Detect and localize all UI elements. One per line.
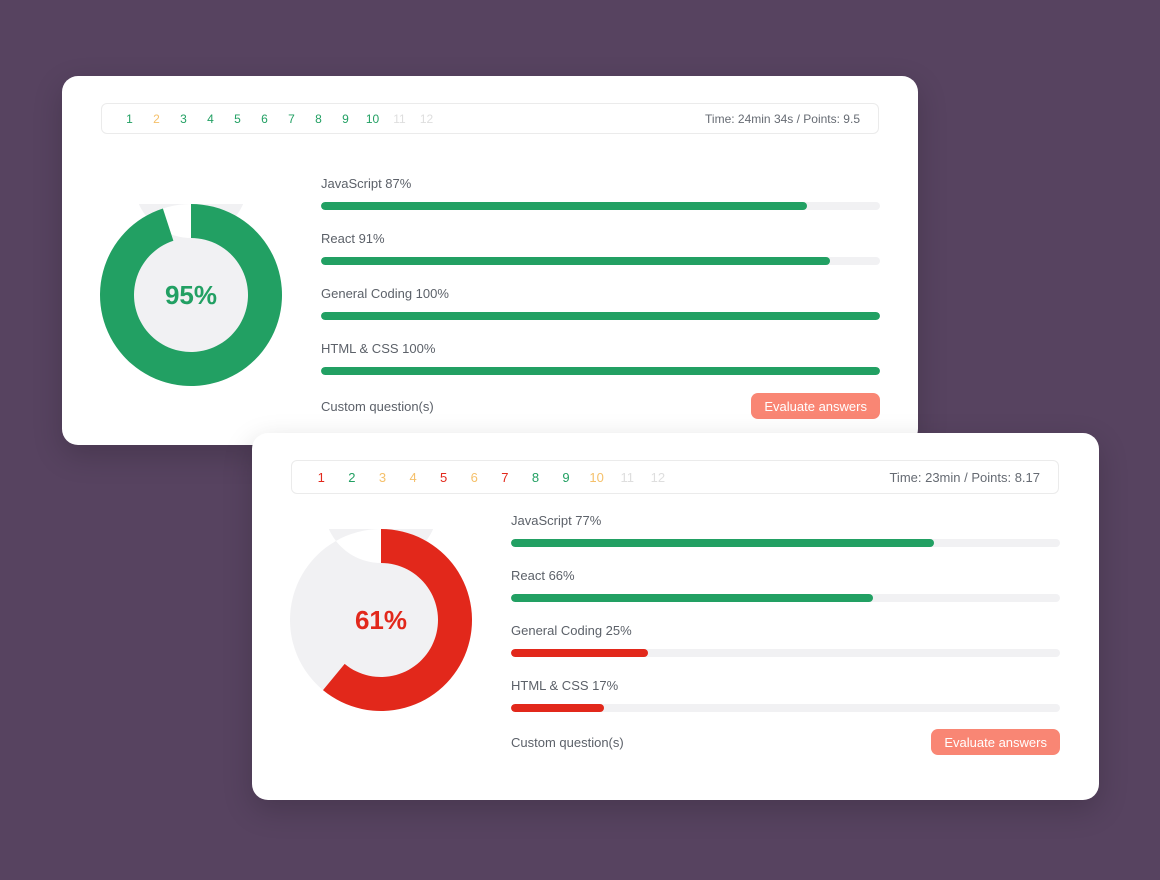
- donut-score-arc: [100, 204, 282, 386]
- question-number-2[interactable]: 2: [153, 111, 160, 126]
- skill-progress-track: [511, 649, 1060, 657]
- skill-row-general-coding: General Coding 25%: [511, 623, 1060, 678]
- question-number-10[interactable]: 10: [365, 111, 380, 126]
- question-number-6[interactable]: 6: [470, 469, 478, 485]
- question-number-5[interactable]: 5: [234, 111, 241, 126]
- skill-progress-fill: [321, 202, 808, 210]
- score-donut-svg: [100, 204, 282, 386]
- question-number-8[interactable]: 8: [531, 469, 540, 485]
- question-number-5[interactable]: 5: [440, 469, 448, 485]
- question-number-3[interactable]: 3: [378, 469, 387, 485]
- question-number-9[interactable]: 9: [342, 111, 349, 126]
- skill-progress-track: [321, 202, 880, 210]
- skill-progress-track: [321, 257, 880, 265]
- score-donut-chart: 61%: [290, 529, 472, 711]
- skill-progress-fill: [511, 539, 934, 547]
- question-number-1[interactable]: 1: [317, 469, 325, 485]
- skill-row-react: React 66%: [511, 568, 1060, 623]
- custom-questions-label: Custom question(s): [511, 734, 624, 750]
- skill-label: React 91%: [321, 231, 385, 246]
- question-number-11[interactable]: 11: [393, 111, 406, 126]
- question-number-12[interactable]: 12: [650, 469, 666, 485]
- score-donut-chart: 95%: [100, 204, 282, 386]
- skill-row-general-coding: General Coding 100%: [321, 286, 880, 341]
- custom-questions-row: Custom question(s) Evaluate answers: [321, 393, 880, 419]
- skill-progress-track: [511, 594, 1060, 602]
- question-number-10[interactable]: 10: [589, 469, 604, 485]
- skill-progress-track: [321, 367, 880, 375]
- result-card-1: 1 2 3 4 5 6 7 8 9 10 11 12 Time: 24min 34s / Points…: [62, 76, 918, 445]
- evaluate-answers-button[interactable]: Evaluate answers: [931, 729, 1060, 755]
- score-percentage: 95%: [164, 279, 218, 310]
- question-number-8[interactable]: 8: [315, 111, 322, 126]
- score-percentage: 61%: [354, 604, 408, 635]
- evaluate-answers-button[interactable]: Evaluate answers: [751, 393, 880, 419]
- skill-progress-fill: [321, 257, 830, 265]
- skill-progress-track: [511, 704, 1060, 712]
- skill-row-javascript: JavaScript 77%: [511, 513, 1060, 568]
- skills-list: JavaScript 87% React 91% General Coding …: [321, 176, 880, 396]
- skill-progress-fill: [511, 649, 649, 657]
- score-donut-svg: [290, 529, 472, 711]
- skill-label: JavaScript 77%: [511, 513, 602, 528]
- question-number-9[interactable]: 9: [562, 469, 570, 485]
- question-numbers: 1 2 3 4 5 6 7 8 9 10 11 12: [306, 470, 673, 485]
- skills-list: JavaScript 77% React 66% General Coding …: [511, 513, 1060, 733]
- skill-progress-fill: [511, 704, 605, 712]
- skill-label: HTML & CSS 100%: [321, 341, 436, 356]
- skill-label: JavaScript 87%: [321, 176, 412, 191]
- question-number-11[interactable]: 11: [620, 469, 634, 485]
- question-nav-bar: 1 2 3 4 5 6 7 8 9 10 11 12 Time: 24min 34s / Points…: [101, 103, 879, 134]
- skill-progress-track: [511, 539, 1060, 547]
- question-number-3[interactable]: 3: [180, 111, 187, 126]
- custom-questions-label: Custom question(s): [321, 398, 434, 414]
- question-number-1[interactable]: 1: [126, 111, 133, 126]
- skill-row-html-css: HTML & CSS 17%: [511, 678, 1060, 733]
- skill-progress-fill: [321, 312, 880, 320]
- skill-label: General Coding 100%: [321, 286, 449, 301]
- skill-progress-track: [321, 312, 880, 320]
- question-nav-bar: 1 2 3 4 5 6 7 8 9 10 11 12 Time: 23min / Points: 8.…: [291, 460, 1059, 494]
- question-number-7[interactable]: 7: [501, 469, 509, 485]
- question-number-6[interactable]: 6: [261, 111, 268, 126]
- skill-row-html-css: HTML & CSS 100%: [321, 341, 880, 396]
- skill-label: React 66%: [511, 568, 575, 583]
- question-number-7[interactable]: 7: [288, 111, 295, 126]
- skill-row-javascript: JavaScript 87%: [321, 176, 880, 231]
- time-points-text: Time: 23min / Points: 8.17: [889, 469, 1040, 485]
- question-number-2[interactable]: 2: [348, 469, 356, 485]
- skill-progress-fill: [321, 367, 880, 375]
- question-number-4[interactable]: 4: [207, 111, 214, 126]
- donut-score-arc: [322, 529, 472, 711]
- time-points-text: Time: 24min 34s / Points: 9.5: [705, 111, 860, 126]
- skill-label: General Coding 25%: [511, 623, 632, 638]
- skill-progress-fill: [511, 594, 874, 602]
- result-card-2: 1 2 3 4 5 6 7 8 9 10 11 12 Time: 23min / Points: 8.…: [252, 433, 1099, 800]
- skill-label: HTML & CSS 17%: [511, 678, 619, 693]
- question-numbers: 1 2 3 4 5 6 7 8 9 10 11 12: [116, 112, 440, 126]
- question-number-12[interactable]: 12: [419, 111, 434, 126]
- custom-questions-row: Custom question(s) Evaluate answers: [511, 729, 1060, 755]
- question-number-4[interactable]: 4: [409, 469, 417, 485]
- skill-row-react: React 91%: [321, 231, 880, 286]
